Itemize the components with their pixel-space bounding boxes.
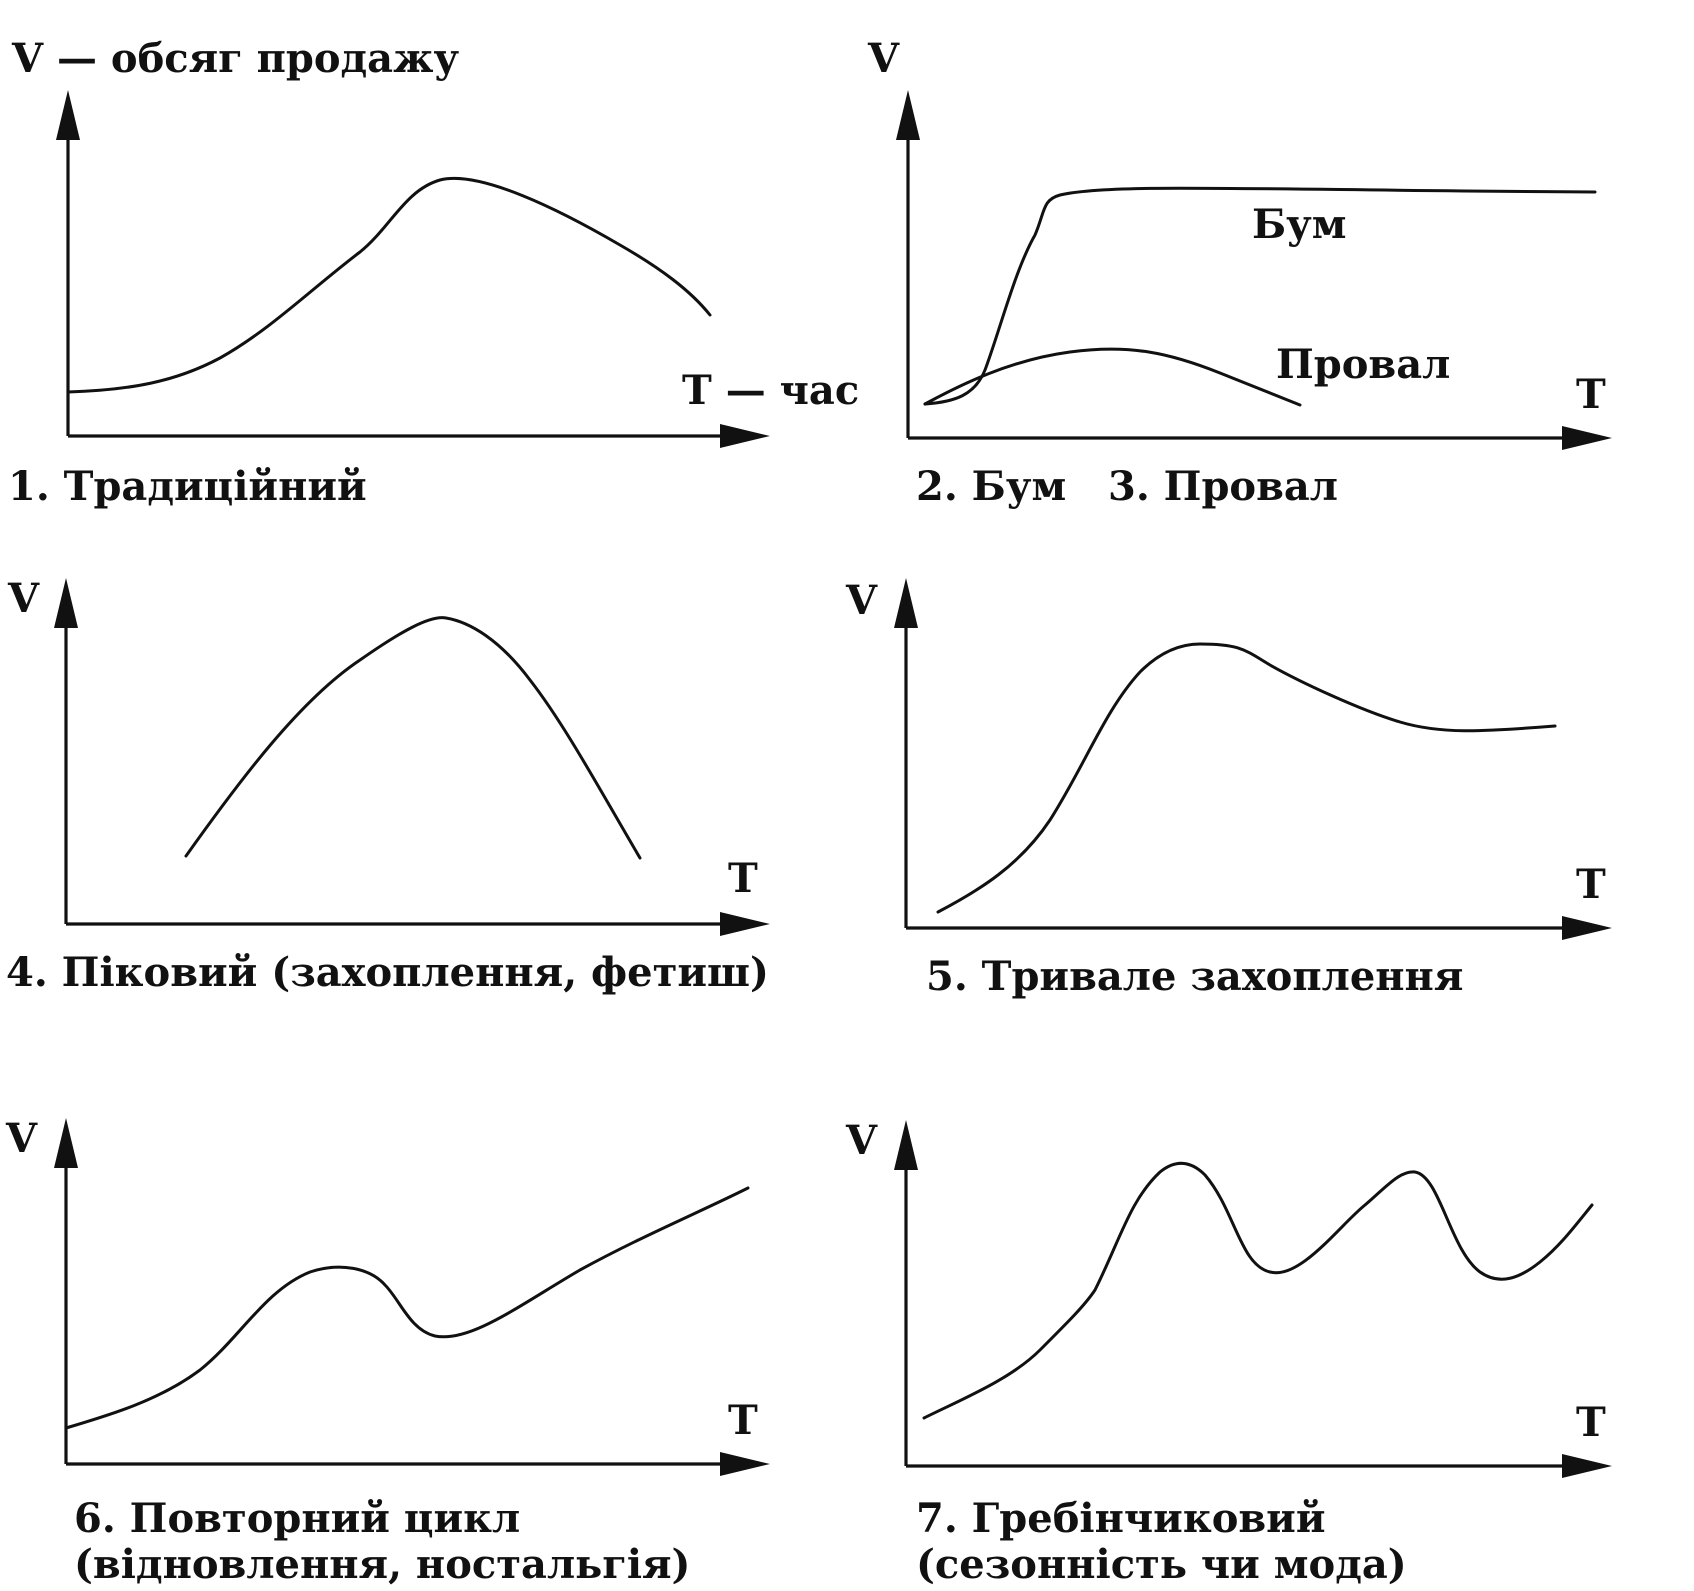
y-axis-label: V bbox=[5, 1115, 38, 1162]
recycle-curve bbox=[64, 1186, 750, 1430]
caption-line-1: 4. Піковий (захоплення, фетиш) bbox=[6, 949, 769, 996]
x-axis-label: T bbox=[728, 1397, 758, 1444]
caption-line-1: 6. Повторний цикл bbox=[74, 1495, 520, 1542]
y-axis-arrow bbox=[894, 578, 918, 628]
x-axis-arrow bbox=[1562, 426, 1612, 450]
y-axis-label: V bbox=[867, 35, 900, 82]
y-axis-arrow bbox=[894, 1120, 918, 1170]
panel-recycle: V T 6. Повторний цикл (відновлення, ност… bbox=[5, 1115, 770, 1588]
y-axis-label: V bbox=[845, 577, 878, 624]
x-axis-label: T bbox=[1576, 861, 1606, 908]
boom-curve bbox=[923, 186, 1597, 406]
caption-line-1: 1. Традиційний bbox=[8, 463, 367, 510]
x-axis-label: T — час bbox=[682, 367, 859, 414]
x-axis-arrow bbox=[720, 1452, 770, 1476]
x-axis-arrow bbox=[720, 912, 770, 936]
x-axis-arrow bbox=[1562, 916, 1612, 940]
y-axis-arrow bbox=[54, 1118, 78, 1168]
long-fad-curve bbox=[936, 642, 1557, 914]
y-axis-arrow bbox=[54, 578, 78, 628]
panel-boom-flop: V T Бум Провал 2. Бум 3. Провал bbox=[867, 35, 1612, 510]
y-axis-label: V bbox=[7, 575, 40, 622]
peak-curve bbox=[184, 616, 642, 860]
scalloped-curve bbox=[922, 1161, 1594, 1420]
y-axis-label: V — обсяг продажу bbox=[11, 35, 459, 82]
x-axis-arrow bbox=[1562, 1454, 1612, 1478]
caption-line-1: 7. Гребінчиковий bbox=[916, 1495, 1326, 1542]
y-axis-arrow bbox=[56, 90, 80, 140]
x-axis-label: T bbox=[1576, 1399, 1606, 1446]
panel-peak: V T 4. Піковий (захоплення, фетиш) bbox=[6, 575, 770, 996]
y-axis-arrow bbox=[896, 90, 920, 140]
panel-traditional: V — обсяг продажу T — час 1. Традиційний bbox=[8, 35, 859, 510]
x-axis-label: T bbox=[728, 855, 758, 902]
panel-long-fad: V T 5. Тривале захоплення bbox=[845, 577, 1612, 1000]
boom-label: Бум bbox=[1252, 201, 1347, 248]
caption-line-1: 2. Бум 3. Провал bbox=[916, 463, 1338, 510]
flop-curve bbox=[923, 347, 1302, 407]
flop-label: Провал bbox=[1276, 341, 1450, 388]
caption-line-1: 5. Тривале захоплення bbox=[926, 953, 1463, 1000]
x-axis-label: T bbox=[1576, 371, 1606, 418]
x-axis-arrow bbox=[720, 424, 770, 448]
panel-scalloped: V T 7. Гребінчиковий (сезонність чи мода… bbox=[845, 1117, 1612, 1588]
caption-line-2: (відновлення, ностальгія) bbox=[74, 1541, 690, 1588]
y-axis-label: V bbox=[845, 1117, 878, 1164]
caption-line-2: (сезонність чи мода) bbox=[916, 1541, 1407, 1588]
traditional-curve bbox=[66, 177, 712, 394]
